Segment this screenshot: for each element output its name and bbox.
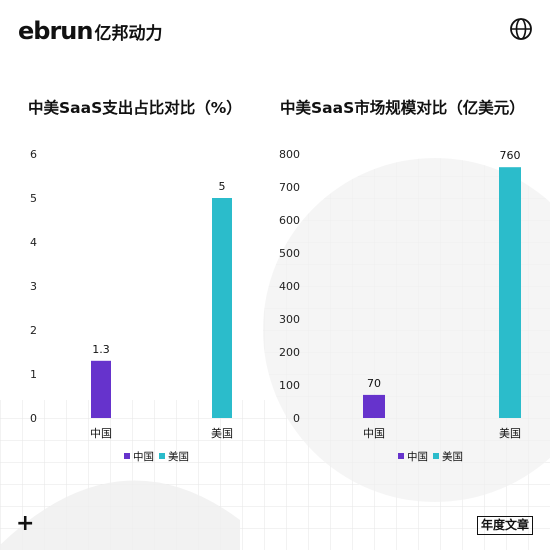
plus-icon[interactable]: + — [16, 511, 35, 536]
right-y-tick-label: 200 — [279, 346, 300, 359]
left-y-tick-label: 6 — [30, 148, 37, 161]
left-x-tick-label: 中国 — [90, 427, 112, 440]
left-y-tick-label: 1 — [30, 368, 37, 381]
logo-text-en: ebrun — [18, 17, 93, 45]
left-x-tick-label: 美国 — [211, 427, 233, 440]
right-legend-swatch — [398, 453, 404, 459]
left-legend-swatch — [124, 453, 130, 459]
right-y-tick-label: 300 — [279, 313, 300, 326]
left-data-label: 1.3 — [92, 343, 110, 356]
left-bar-0 — [91, 360, 111, 418]
right-y-tick-label: 100 — [279, 379, 300, 392]
right-y-tick-label: 700 — [279, 181, 300, 194]
chart-title-spending-share: 中美SaaS支出占比对比（%） — [28, 99, 242, 117]
left-y-tick-label: 3 — [30, 280, 37, 293]
left-legend-label: 中国 — [133, 450, 154, 463]
right-y-tick-label: 600 — [279, 214, 300, 227]
right-legend-label: 中国 — [407, 450, 428, 463]
left-y-tick-label: 5 — [30, 192, 37, 205]
ebrun-logo[interactable]: ebrun 亿邦动力 — [18, 17, 163, 45]
right-data-label: 70 — [367, 377, 381, 390]
left-data-label: 5 — [219, 180, 226, 193]
left-bar-1 — [212, 198, 232, 418]
logo-text-cn: 亿邦动力 — [94, 23, 163, 44]
left-legend-label: 美国 — [168, 450, 189, 463]
left-legend-swatch — [159, 453, 165, 459]
right-y-tick-label: 800 — [279, 148, 300, 161]
right-legend-swatch — [433, 453, 439, 459]
right-x-tick-label: 中国 — [363, 427, 385, 440]
right-bar-0 — [363, 394, 385, 418]
right-data-label: 760 — [500, 149, 521, 162]
left-y-tick-label: 2 — [30, 324, 37, 337]
right-x-tick-label: 美国 — [499, 427, 521, 440]
right-bar-1 — [499, 167, 521, 418]
right-y-tick-label: 0 — [293, 412, 300, 425]
annual-article-tag: 年度文章 — [477, 516, 534, 535]
right-y-tick-label: 500 — [279, 247, 300, 260]
left-y-tick-label: 4 — [30, 236, 37, 249]
left-y-tick-label: 0 — [30, 412, 37, 425]
globe-icon[interactable] — [509, 17, 533, 41]
right-y-tick-label: 400 — [279, 280, 300, 293]
right-legend-label: 美国 — [442, 450, 463, 463]
chart-title-market-size: 中美SaaS市场规模对比（亿美元） — [280, 99, 525, 117]
